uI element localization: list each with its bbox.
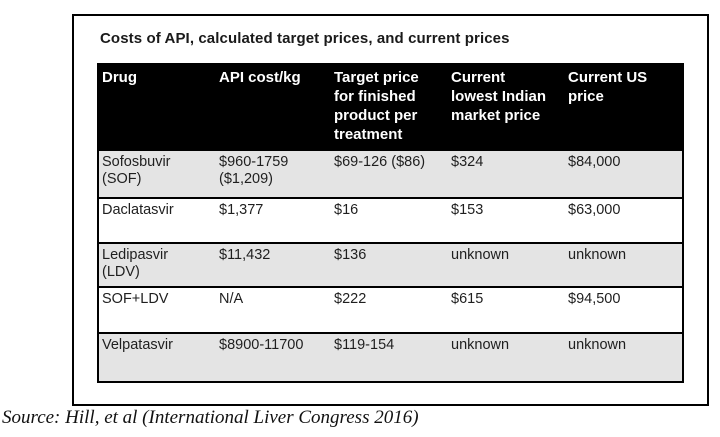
column-header-us-price: Current US price [565, 64, 683, 150]
column-header-target-price: Target price for finished product per tr… [331, 64, 448, 150]
table-body: Sofosbuvir (SOF) $960-1759 ($1,209) $69-… [98, 150, 683, 382]
cell-us-price: $63,000 [568, 202, 621, 218]
cell-indian-price: $324 [451, 154, 484, 170]
figure-title: Costs of API, calculated target prices, … [100, 30, 510, 47]
cell-indian-price: $153 [451, 202, 484, 218]
column-header-api-cost: API cost/kg [216, 64, 331, 150]
price-table: Drug API cost/kg Target price for finish… [97, 63, 684, 383]
cell-api-cost: $11,432 [219, 247, 271, 263]
cell-target-price: $136 [334, 247, 367, 263]
column-header-indian-price: Current lowest Indian market price [448, 64, 565, 150]
cell-api-cost: $8900-11700 [219, 337, 304, 353]
cell-target-price: $119-154 [334, 337, 395, 353]
cell-us-price: $94,500 [568, 291, 621, 307]
cell-drug: SOF+LDV [102, 291, 169, 307]
cell-us-price: unknown [568, 247, 627, 263]
cell-us-price: unknown [568, 337, 627, 353]
table-row-daclatasvir: Daclatasvir $1,377 $16 $153 $63,000 [98, 198, 683, 243]
table-row-sofosbuvir: Sofosbuvir (SOF) $960-1759 ($1,209) $69-… [98, 150, 683, 198]
cell-indian-price: unknown [451, 337, 510, 353]
cell-api-cost: $960-1759 ($1,209) [219, 154, 289, 187]
header-row: Drug API cost/kg Target price for finish… [98, 64, 683, 150]
cell-api-cost: $1,377 [219, 202, 264, 218]
cell-indian-price: unknown [451, 247, 510, 263]
cell-drug: Daclatasvir [102, 202, 174, 218]
table-row-velpatasvir: Velpatasvir $8900-11700 $119-154 unknown… [98, 333, 683, 382]
cell-drug: Sofosbuvir (SOF) [102, 154, 171, 187]
cell-api-cost: N/A [219, 291, 244, 307]
cell-indian-price: $615 [451, 291, 484, 307]
figure-box: Costs of API, calculated target prices, … [72, 14, 709, 406]
cell-target-price: $69-126 ($86) [334, 154, 426, 170]
table-row-ledipasvir: Ledipasvir (LDV) $11,432 $136 unknown un… [98, 243, 683, 287]
source-caption: Source: Hill, et al (International Liver… [2, 407, 419, 428]
cell-drug: Ledipasvir (LDV) [102, 247, 169, 280]
cell-drug: Velpatasvir [102, 337, 173, 353]
cell-us-price: $84,000 [568, 154, 621, 170]
cell-target-price: $16 [334, 202, 359, 218]
column-header-drug: Drug [98, 64, 216, 150]
table-header: Drug API cost/kg Target price for finish… [98, 64, 683, 150]
cell-target-price: $222 [334, 291, 367, 307]
table-row-sof-ldv: SOF+LDV N/A $222 $615 $94,500 [98, 287, 683, 333]
